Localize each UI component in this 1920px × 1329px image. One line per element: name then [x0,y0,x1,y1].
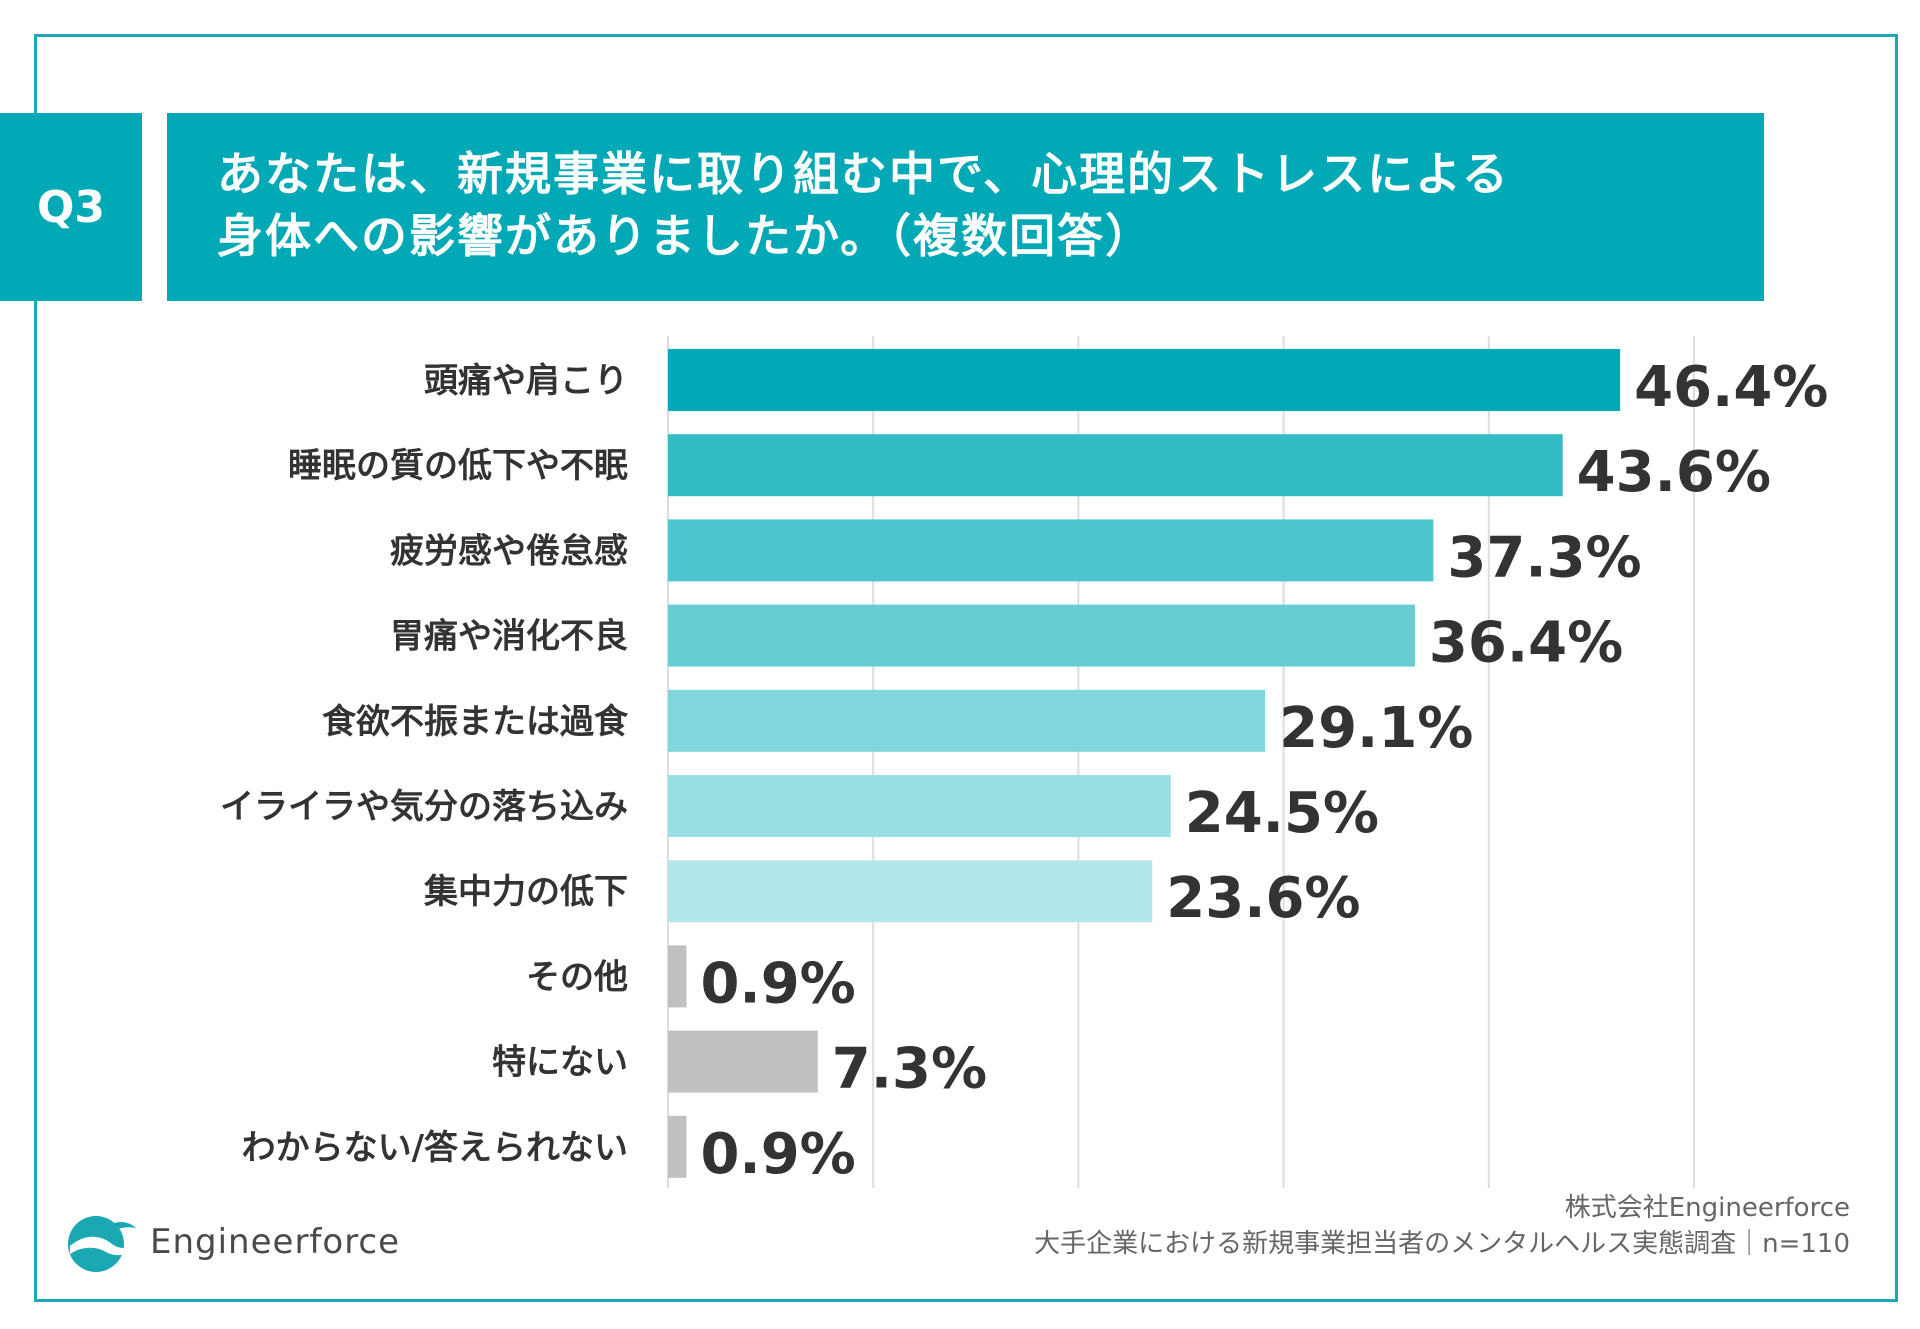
brand-logo: Engineerforce [66,1210,400,1274]
bar [668,434,1563,497]
category-label: 疲労感や倦怠感 [390,531,628,571]
source-survey: 大手企業における新規事業担当者のメンタルヘルス実態調査｜n=110 [1034,1229,1850,1259]
value-label: 43.6% [1577,440,1771,505]
category-label: 特にない [492,1043,628,1083]
value-label: 23.6% [1166,866,1360,931]
bar [668,775,1171,837]
value-label: 36.4% [1429,611,1623,676]
bar [668,519,1434,582]
value-label: 0.9% [700,1122,855,1187]
bar [668,349,1621,411]
category-label: 睡眠の質の低下や不眠 [288,446,628,486]
logo-wordmark: Engineerforce [150,1222,401,1262]
wave-logo-icon [68,1216,142,1272]
category-label: わからない/答えられない [242,1128,628,1168]
category-label: 食欲不振または過食 [322,702,629,742]
category-label: イライラや気分の落ち込み [220,787,628,827]
value-label: 46.4% [1634,355,1828,420]
value-label: 24.5% [1185,781,1379,846]
value-label: 0.9% [700,951,855,1016]
category-label: 胃痛や消化不良 [390,617,628,657]
bar [668,860,1153,923]
bar [668,689,1266,752]
question-title-banner: あなたは、新規事業に取り組む中で、心理的ストレスによる 身体への影響がありました… [167,113,1764,301]
value-label: 29.1% [1279,696,1473,761]
category-label: 集中力の低下 [423,872,628,912]
source-company: 株式会社Engineerforce [1564,1193,1850,1223]
outer-frame [34,34,1898,1302]
value-label: 37.3% [1447,525,1641,590]
source-note: 株式会社Engineerforce 大手企業における新規事業担当者のメンタルヘル… [1034,1190,1850,1262]
bar [668,1115,687,1178]
bar [668,604,1415,667]
question-title-line-1: あなたは、新規事業に取り組む中で、心理的ストレスによる [217,147,1510,201]
value-label: 7.3% [832,1037,987,1102]
bar [668,945,687,1008]
question-number-badge: Q3 [0,113,142,301]
question-title-line-2: 身体への影響がありましたか。（複数回答） [217,209,1154,263]
bar [668,1030,818,1093]
category-label: 頭痛や肩こり [424,361,628,401]
category-label: その他 [526,957,628,997]
